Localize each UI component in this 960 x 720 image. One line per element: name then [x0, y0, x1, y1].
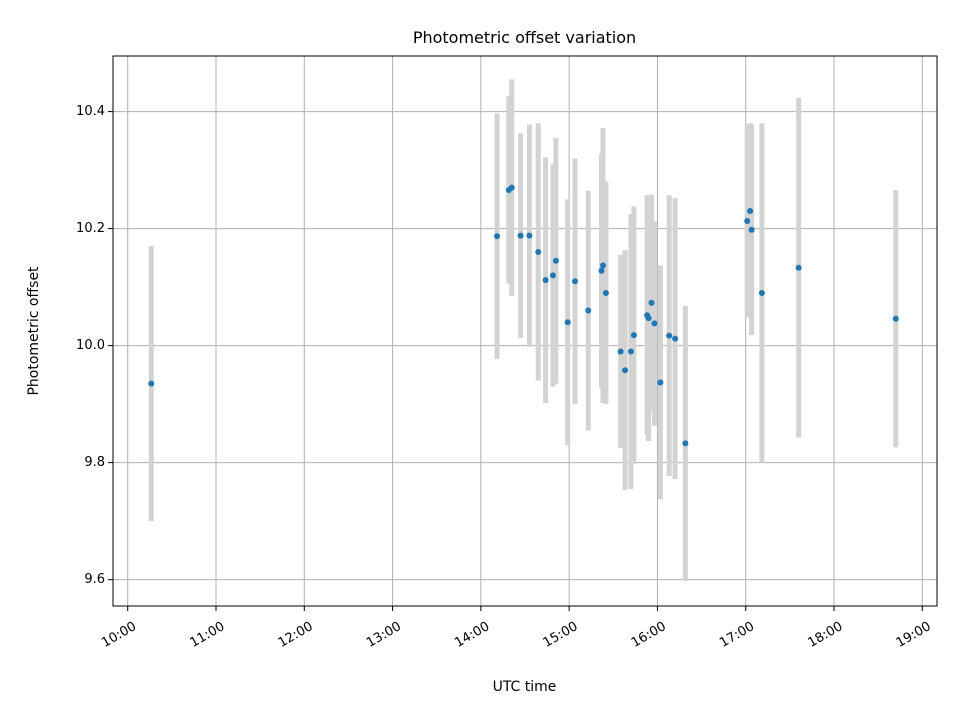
data-point [630, 332, 637, 339]
chart-title: Photometric offset variation [413, 28, 636, 47]
data-point [535, 249, 542, 256]
data-point [526, 232, 533, 239]
data-point [651, 320, 658, 327]
y-axis-label: Photometric offset [26, 266, 42, 396]
y-tick-label: 10.2 [76, 221, 105, 236]
data-point [744, 218, 751, 224]
data-point [648, 299, 655, 306]
data-point [617, 348, 624, 355]
data-point [494, 233, 501, 240]
data-point [148, 380, 155, 387]
data-point [627, 348, 634, 355]
data-point [508, 184, 515, 191]
data-point [645, 315, 652, 322]
data-point [549, 272, 556, 279]
data-point [602, 289, 609, 296]
data-point [517, 232, 524, 239]
x-axis-label: UTC time [493, 679, 557, 695]
data-point [552, 257, 559, 264]
data-point [622, 367, 629, 374]
data-point [585, 307, 592, 314]
data-points [148, 184, 899, 447]
data-point [758, 289, 765, 296]
data-point [672, 335, 679, 342]
data-point [657, 379, 664, 386]
y-tick-label: 9.8 [84, 455, 105, 470]
data-point [598, 267, 605, 274]
data-point [682, 440, 689, 447]
data-point [892, 315, 899, 322]
data-point [666, 332, 673, 339]
data-point [599, 262, 606, 269]
data-point [572, 278, 579, 285]
data-point [795, 264, 802, 271]
data-point [748, 226, 755, 233]
data-point [564, 319, 571, 326]
y-tick-label: 10.0 [76, 338, 105, 353]
plot-area-frame [112, 55, 938, 607]
data-point [542, 277, 549, 284]
data-point [747, 208, 754, 215]
y-tick-label: 9.6 [84, 572, 105, 587]
y-tick-label: 10.4 [76, 104, 105, 119]
